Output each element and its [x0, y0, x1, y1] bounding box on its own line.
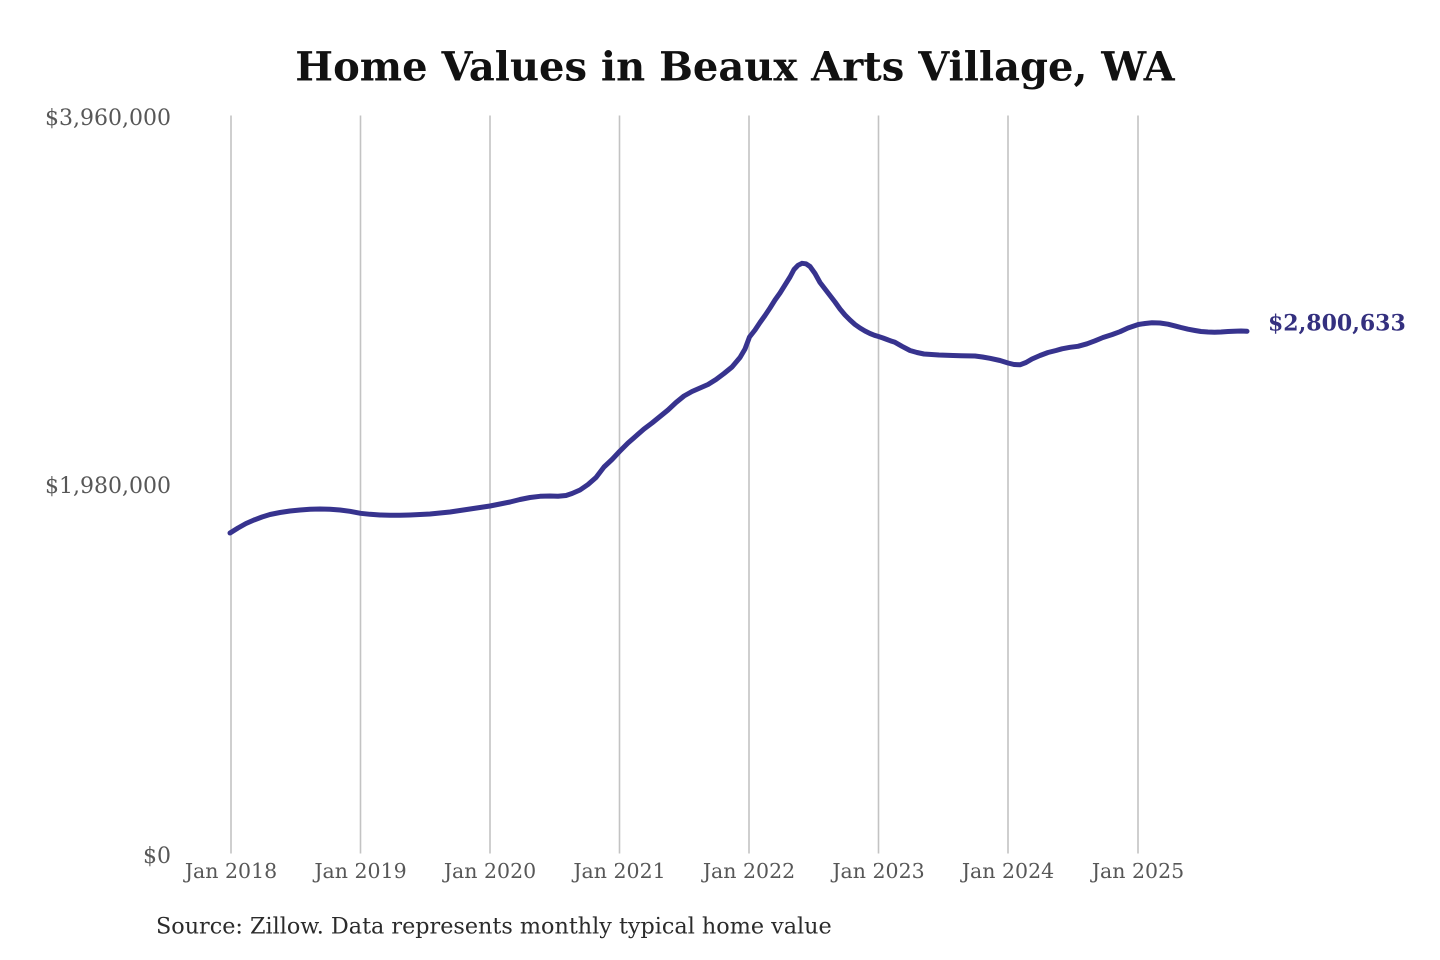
svg-text:Jan 2018: Jan 2018 — [183, 859, 277, 883]
svg-text:Jan 2019: Jan 2019 — [312, 859, 406, 883]
svg-text:Jan 2025: Jan 2025 — [1090, 859, 1184, 883]
svg-text:Jan 2023: Jan 2023 — [830, 859, 924, 883]
svg-text:Home Values in Beaux Arts Vill: Home Values in Beaux Arts Village, WA — [295, 44, 1175, 91]
svg-text:Jan 2021: Jan 2021 — [571, 859, 665, 883]
svg-text:Source: Zillow. Data represent: Source: Zillow. Data represents monthly … — [156, 914, 832, 940]
svg-text:$1,980,000: $1,980,000 — [45, 474, 171, 499]
svg-text:Jan 2020: Jan 2020 — [442, 859, 536, 883]
svg-text:$3,960,000: $3,960,000 — [45, 106, 171, 131]
svg-text:Jan 2024: Jan 2024 — [960, 859, 1054, 883]
svg-text:Jan 2022: Jan 2022 — [701, 859, 795, 883]
svg-text:$0: $0 — [143, 844, 171, 869]
svg-text:$2,800,633: $2,800,633 — [1268, 311, 1406, 337]
